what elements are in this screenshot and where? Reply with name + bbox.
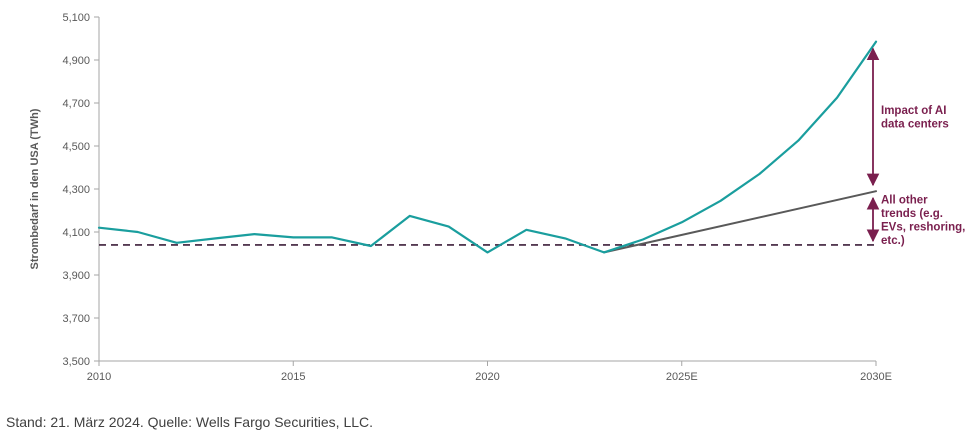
x-tick-label: 2030E bbox=[860, 371, 892, 383]
y-tick-label: 3,900 bbox=[62, 270, 90, 282]
annotation-layer: Impact of AI data centers All other trends … bbox=[866, 47, 965, 247]
annotation-label: Impact of AI data centers bbox=[881, 105, 949, 131]
annotation-label-line: trends (e.g. bbox=[881, 208, 943, 220]
x-tick-label: 2015 bbox=[281, 371, 305, 383]
series-layer bbox=[97, 40, 878, 254]
series-line-other-trends bbox=[603, 190, 877, 254]
x-tick-label: 2025E bbox=[666, 371, 698, 383]
y-tick-label: 4,100 bbox=[62, 227, 90, 239]
x-tick-label: 2020 bbox=[475, 371, 499, 383]
line-chart: 3,500 3,700 3,900 4,100 4,300 4,500 4,700 4,900… bbox=[29, 12, 965, 383]
axes: 3,500 3,700 3,900 4,100 4,300 4,500 4,700 4,900… bbox=[29, 12, 892, 383]
y-tick-label: 4,500 bbox=[62, 141, 90, 153]
annotation-label-line: etc.) bbox=[881, 235, 905, 247]
y-axis-title: Strombedarf in den USA (TWh) bbox=[29, 108, 41, 269]
source-footnote: Stand: 21. März 2024. Quelle: Wells Farg… bbox=[6, 414, 374, 430]
annotation-label-line: All other bbox=[881, 194, 928, 206]
y-tick-label: 3,700 bbox=[62, 313, 90, 325]
annotation-label-line: Impact of AI bbox=[881, 105, 946, 117]
y-tick-label: 4,900 bbox=[62, 55, 90, 67]
x-tick-label: 2010 bbox=[87, 371, 111, 383]
annotation-label-line: data centers bbox=[881, 119, 949, 131]
annotation-label-line: EVs, reshoring, bbox=[881, 221, 965, 233]
series-line-total-demand bbox=[97, 40, 878, 254]
annotation-label: All other trends (e.g. EVs, reshoring, etc.… bbox=[881, 194, 965, 247]
y-tick-label: 3,500 bbox=[62, 356, 90, 368]
y-tick-label: 4,700 bbox=[62, 98, 90, 110]
y-tick-label: 4,300 bbox=[62, 184, 90, 196]
y-tick-label: 5,100 bbox=[62, 12, 90, 24]
